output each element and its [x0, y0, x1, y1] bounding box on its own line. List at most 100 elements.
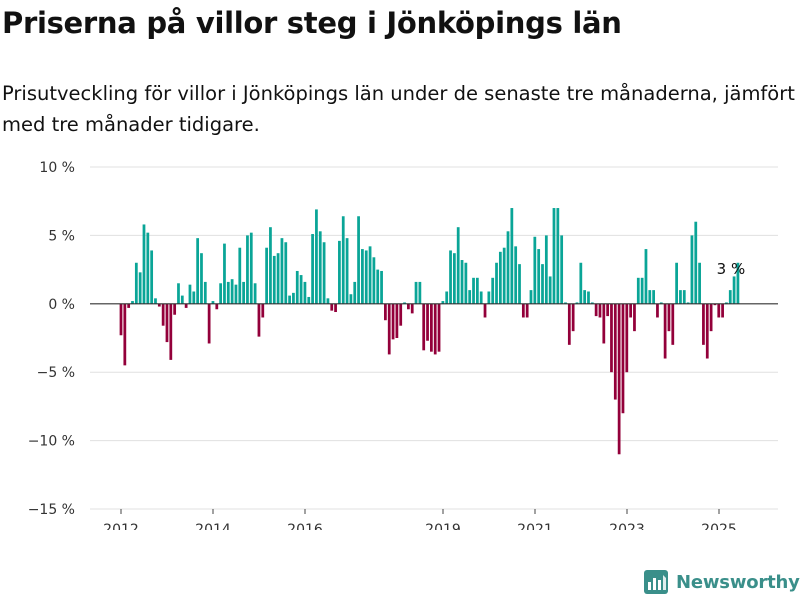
x-tick-label: 2021	[517, 522, 553, 530]
newsworthy-logo: Newsworthy	[644, 570, 800, 594]
bar	[169, 303, 173, 360]
bar	[165, 303, 169, 343]
bar	[648, 290, 652, 304]
bar	[441, 301, 445, 304]
bar	[134, 262, 138, 304]
bar	[652, 290, 655, 304]
bar	[679, 290, 682, 304]
bar	[514, 246, 518, 304]
bar	[326, 298, 330, 304]
bar	[318, 231, 322, 304]
bar	[449, 250, 452, 304]
bar	[261, 303, 265, 318]
bar	[502, 247, 506, 304]
y-tick-label: 10 %	[39, 160, 75, 176]
bar	[426, 303, 429, 341]
bar	[407, 303, 410, 310]
bar	[184, 303, 188, 308]
bar	[410, 303, 414, 314]
bar	[472, 277, 475, 304]
bar	[380, 270, 383, 304]
x-tick-label: 2012	[103, 522, 139, 530]
bar	[334, 303, 337, 313]
x-tick-label: 2016	[287, 522, 323, 530]
newsworthy-logo-icon	[644, 570, 668, 594]
bar	[717, 303, 721, 318]
bar	[682, 290, 686, 304]
bar	[560, 235, 564, 304]
bar	[548, 276, 552, 304]
bar	[452, 253, 456, 304]
bar	[686, 302, 690, 304]
bar	[587, 291, 590, 304]
bar	[671, 303, 675, 345]
bar	[188, 284, 192, 304]
x-tick-label: 2019	[425, 522, 461, 530]
bar	[437, 303, 441, 352]
bar	[215, 303, 219, 310]
bar	[556, 208, 560, 304]
bar	[157, 303, 161, 307]
bar	[196, 238, 200, 304]
grid-layer	[90, 166, 778, 510]
bar	[644, 249, 648, 304]
bar	[690, 235, 694, 304]
bar	[192, 291, 196, 304]
bar	[575, 302, 579, 304]
x-tick-label: 2025	[701, 522, 737, 530]
bar	[330, 303, 334, 311]
bar	[732, 276, 736, 304]
bar	[414, 281, 418, 304]
bar	[445, 291, 449, 304]
bar	[280, 238, 284, 304]
bar	[154, 298, 157, 304]
bar	[368, 246, 372, 304]
bar	[119, 303, 123, 336]
bar	[694, 221, 698, 304]
bar	[238, 247, 242, 304]
bar	[659, 302, 663, 304]
bar	[498, 251, 502, 304]
bar	[728, 290, 732, 304]
bar	[307, 296, 311, 304]
bar	[495, 262, 498, 304]
bar	[544, 235, 548, 304]
bar	[226, 281, 230, 304]
bar	[636, 277, 640, 304]
bar	[391, 303, 395, 340]
bar	[311, 234, 314, 304]
bar	[376, 269, 380, 304]
bar	[315, 209, 318, 304]
bar	[702, 303, 705, 345]
bar	[230, 279, 234, 304]
y-tick-label: 5 %	[48, 228, 75, 244]
bar	[295, 270, 299, 304]
bar	[299, 275, 303, 304]
bar	[705, 303, 709, 359]
bar	[633, 303, 636, 332]
bar	[127, 303, 131, 308]
last-value-annotation: 3 %	[717, 260, 746, 278]
bar	[564, 302, 567, 304]
bar	[571, 303, 575, 332]
bar	[265, 247, 268, 304]
bar	[284, 242, 288, 304]
bar	[602, 303, 606, 344]
bar	[123, 303, 127, 366]
bar	[272, 255, 276, 304]
bar	[180, 295, 184, 304]
bar	[361, 249, 364, 304]
bar	[242, 281, 245, 304]
bar	[583, 290, 587, 304]
bar	[341, 216, 345, 304]
bar	[479, 291, 483, 304]
bar	[253, 283, 257, 304]
bar	[150, 250, 154, 304]
bar	[541, 264, 544, 304]
y-axis-ticks: 10 % 5 % 0 % −5 % −10 % −15 %	[28, 160, 75, 518]
bar	[736, 262, 740, 304]
bar	[456, 227, 460, 304]
bar	[610, 303, 613, 373]
bar	[525, 303, 529, 318]
bar	[468, 290, 472, 304]
